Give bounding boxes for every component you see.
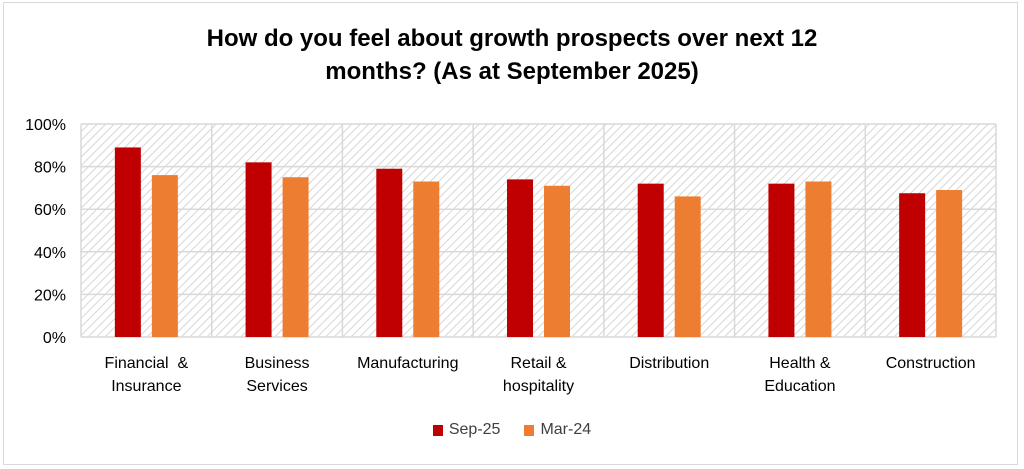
bar-sep-25-2 — [376, 168, 403, 337]
y-tick-label: 100% — [25, 117, 66, 134]
y-tick-label: 0% — [43, 330, 66, 347]
x-tick-label: Financial & Insurance — [104, 355, 189, 395]
legend-label-mar-24: Mar-24 — [540, 421, 592, 438]
legend-label-sep-25: Sep-25 — [448, 421, 501, 438]
x-tick-label: Retail & hospitality — [502, 355, 575, 395]
bar-sep-25-6 — [899, 193, 926, 337]
y-axis-ticks: 0% 20% 40% 60% 80% 100% — [25, 117, 66, 347]
legend-item-mar-24: Mar-24 — [524, 421, 591, 439]
bar-mar-24-2 — [413, 181, 440, 337]
bar-mar-24-6 — [936, 190, 963, 337]
bar-sep-25-4 — [637, 183, 664, 337]
y-tick-label: 80% — [34, 160, 66, 177]
chart-title: How do you feel about growth prospects o… — [0, 22, 1024, 88]
x-tick-label: Distribution — [629, 355, 710, 372]
legend-swatch-mar-24 — [524, 424, 535, 436]
legend-swatch-sep-25 — [432, 424, 443, 436]
bar-mar-24-4 — [674, 196, 701, 337]
legend-item-sep-25: Sep-25 — [432, 421, 501, 439]
y-tick-label: 40% — [34, 245, 66, 262]
bars — [114, 147, 963, 337]
gridlines — [80, 123, 997, 338]
bar-mar-24-3 — [544, 185, 570, 337]
bar-sep-25-5 — [768, 183, 795, 337]
bar-sep-25-0 — [114, 147, 141, 337]
y-tick-label: 20% — [34, 287, 66, 304]
x-tick-label: Health & Education — [764, 355, 836, 395]
x-tick-label: Construction — [885, 355, 976, 372]
bar-sep-25-3 — [507, 179, 533, 337]
chart-title-line-2: months? (As at September 2025) — [325, 58, 699, 85]
x-tick-label: Manufacturing — [357, 355, 459, 372]
bar-mar-24-0 — [151, 175, 178, 337]
chart-frame — [3, 2, 1018, 465]
plot-area — [81, 124, 996, 337]
chart-title-line-1: How do you feel about growth prospects o… — [206, 25, 818, 52]
legend: Sep-25 Mar-24 — [0, 421, 1024, 439]
bar-mar-24-1 — [282, 177, 309, 337]
bar-sep-25-1 — [245, 162, 272, 337]
y-tick-label: 60% — [34, 202, 66, 219]
x-tick-label: Business Services — [244, 355, 310, 395]
bar-mar-24-5 — [805, 181, 832, 337]
